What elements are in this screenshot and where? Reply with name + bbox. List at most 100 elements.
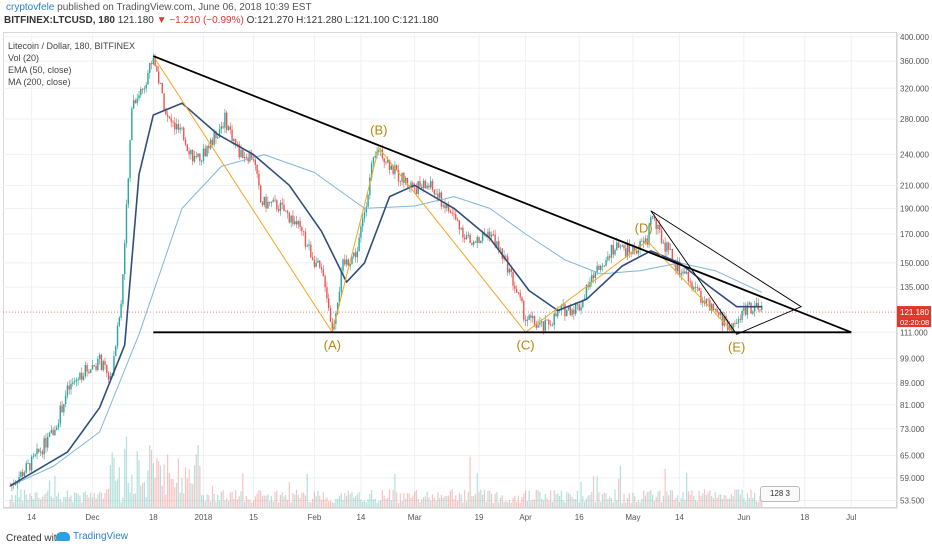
candle-body xyxy=(600,265,602,271)
author-link[interactable]: cryptovfele xyxy=(6,2,55,13)
candle-body xyxy=(628,243,631,253)
volume-bar xyxy=(365,502,367,507)
volume-bar xyxy=(277,502,280,507)
volume-bar xyxy=(558,495,561,507)
candle-body xyxy=(487,231,489,236)
volume-bar xyxy=(279,494,281,507)
candle-body xyxy=(260,185,262,203)
volume-bar xyxy=(310,502,312,507)
y-tick-label: 99.000 xyxy=(900,355,925,364)
volume-bar xyxy=(684,499,686,507)
volume-bar xyxy=(576,490,579,507)
candle-body xyxy=(283,204,285,212)
candle-body xyxy=(331,321,333,329)
volume-bar xyxy=(562,500,564,507)
candle-body xyxy=(585,284,588,299)
candle-body xyxy=(598,265,600,271)
candle-body xyxy=(648,224,650,245)
events-flags-badge[interactable]: 128 3 xyxy=(760,486,800,502)
volume-bar xyxy=(600,501,602,507)
candle-body xyxy=(669,249,672,250)
candle-body xyxy=(145,84,147,89)
volume-bar xyxy=(671,490,673,507)
volume-bar xyxy=(371,489,373,507)
candle-body xyxy=(48,432,51,437)
candle-body xyxy=(213,131,215,145)
candle-body xyxy=(460,227,462,230)
x-tick-label: 19 xyxy=(475,513,484,522)
legend-ma[interactable]: MA (200, close) xyxy=(8,77,71,87)
volume-bar xyxy=(276,490,278,507)
candle-body xyxy=(66,385,69,396)
volume-bar xyxy=(342,499,344,507)
candle-body xyxy=(43,438,45,455)
candle-body xyxy=(619,246,622,248)
x-tick-label: 14 xyxy=(356,513,365,522)
candle-body xyxy=(632,246,634,254)
chart-header: cryptovfele published on TradingView.com… xyxy=(0,0,932,30)
volume-bar xyxy=(315,496,317,507)
volume-bar xyxy=(546,498,548,507)
legend-vol[interactable]: Vol (20) xyxy=(8,53,40,63)
candle-body xyxy=(687,271,690,282)
candle-body xyxy=(362,218,364,227)
volume-bar xyxy=(247,499,249,507)
candle-body xyxy=(93,365,95,367)
candle-body xyxy=(464,237,466,240)
candle-body xyxy=(737,319,740,323)
x-tick-label: 18 xyxy=(149,513,158,522)
volume-bar xyxy=(131,474,133,507)
candle-body xyxy=(163,93,165,111)
volume-bar xyxy=(693,495,695,507)
candle-body xyxy=(684,271,686,274)
legend-ema[interactable]: EMA (50, close) xyxy=(8,65,72,75)
volume-bar xyxy=(369,493,371,507)
y-tick-label: 81.000 xyxy=(900,401,925,410)
candle-body xyxy=(55,427,58,430)
candle-body xyxy=(410,182,412,187)
candle-body xyxy=(91,365,94,370)
candle-body xyxy=(415,188,418,194)
candle-body xyxy=(70,383,72,390)
candle-body xyxy=(668,242,670,250)
candle-body xyxy=(120,303,122,318)
volume-bar xyxy=(412,495,414,507)
legend-title[interactable]: Litecoin / Dollar, 180, BITFINEX xyxy=(8,41,136,51)
candle-body xyxy=(288,212,291,223)
volume-bar xyxy=(127,482,129,507)
footer-brand[interactable]: TradingView xyxy=(56,531,128,542)
volume-bar xyxy=(97,494,99,507)
candle-body xyxy=(693,287,695,290)
candle-body xyxy=(639,240,641,251)
candle-body xyxy=(634,246,636,251)
volume-bar xyxy=(748,497,750,507)
volume-bar xyxy=(353,497,355,507)
candle-body xyxy=(472,241,475,245)
y-tick-label: 150.000 xyxy=(900,259,929,268)
candle-body xyxy=(215,131,217,139)
candle-body xyxy=(252,159,255,161)
volume-bar xyxy=(57,492,60,507)
volume-bar xyxy=(732,496,734,507)
candle-body xyxy=(311,257,314,260)
candle-body xyxy=(680,273,682,275)
candle-body xyxy=(123,243,126,275)
candle-body xyxy=(263,196,265,205)
candle-body xyxy=(496,241,498,247)
volume-bar xyxy=(344,493,346,507)
volume-bar xyxy=(551,501,554,507)
volume-bar xyxy=(328,501,330,507)
volume-bar xyxy=(111,452,113,507)
volume-bar xyxy=(233,498,235,507)
symbol-name: BITFINEX:LTCUSD, 180 xyxy=(4,15,115,26)
candle-body xyxy=(107,372,110,380)
candle-body xyxy=(741,310,743,320)
volume-bar xyxy=(308,502,310,507)
candle-body xyxy=(641,240,643,242)
candle-body xyxy=(412,182,414,188)
candle-body xyxy=(304,231,307,247)
candle-body xyxy=(141,89,144,90)
volume-bar xyxy=(469,456,471,507)
volume-bar xyxy=(746,493,749,507)
